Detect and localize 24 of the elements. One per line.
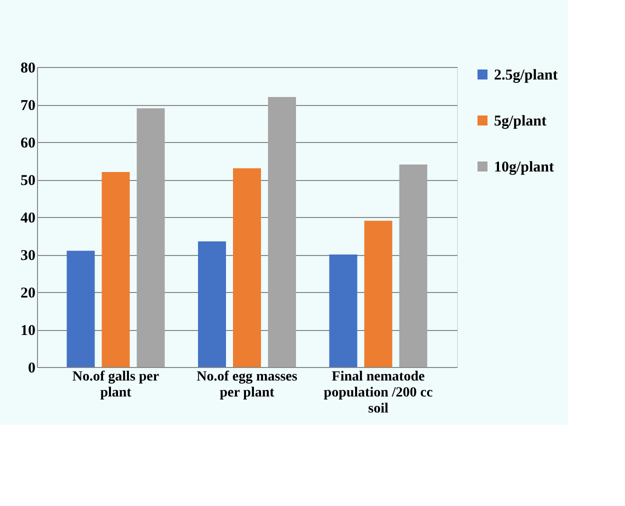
y-tick-label: 60: [20, 136, 36, 152]
y-tick-label: 70: [20, 98, 36, 114]
y-tick-label: 0: [28, 360, 36, 376]
y-tick-label: 20: [20, 286, 36, 302]
bar: [102, 172, 130, 367]
legend-label: 5g/plant: [494, 114, 547, 130]
y-tick-label: 80: [20, 60, 36, 76]
bar: [364, 220, 392, 367]
y-tick-label: 40: [20, 210, 36, 226]
bar: [66, 250, 95, 367]
y-tick-label: 50: [20, 173, 36, 189]
legend-label: 2.5g/plant: [494, 68, 558, 84]
bar: [233, 168, 261, 367]
x-tick-label: No.of galls per plant: [72, 370, 160, 400]
bar: [198, 241, 226, 367]
bar: [399, 164, 428, 367]
y-tick-label: 30: [20, 248, 36, 264]
bar: [268, 97, 296, 367]
x-tick-label: No.of egg masses per plant: [196, 370, 298, 400]
bar: [329, 254, 358, 367]
legend-label: 10g/plant: [494, 160, 554, 176]
y-tick-label: 10: [20, 323, 36, 339]
bar: [136, 108, 165, 367]
x-tick-label: Final nematode population /200 cc soil: [324, 370, 433, 416]
